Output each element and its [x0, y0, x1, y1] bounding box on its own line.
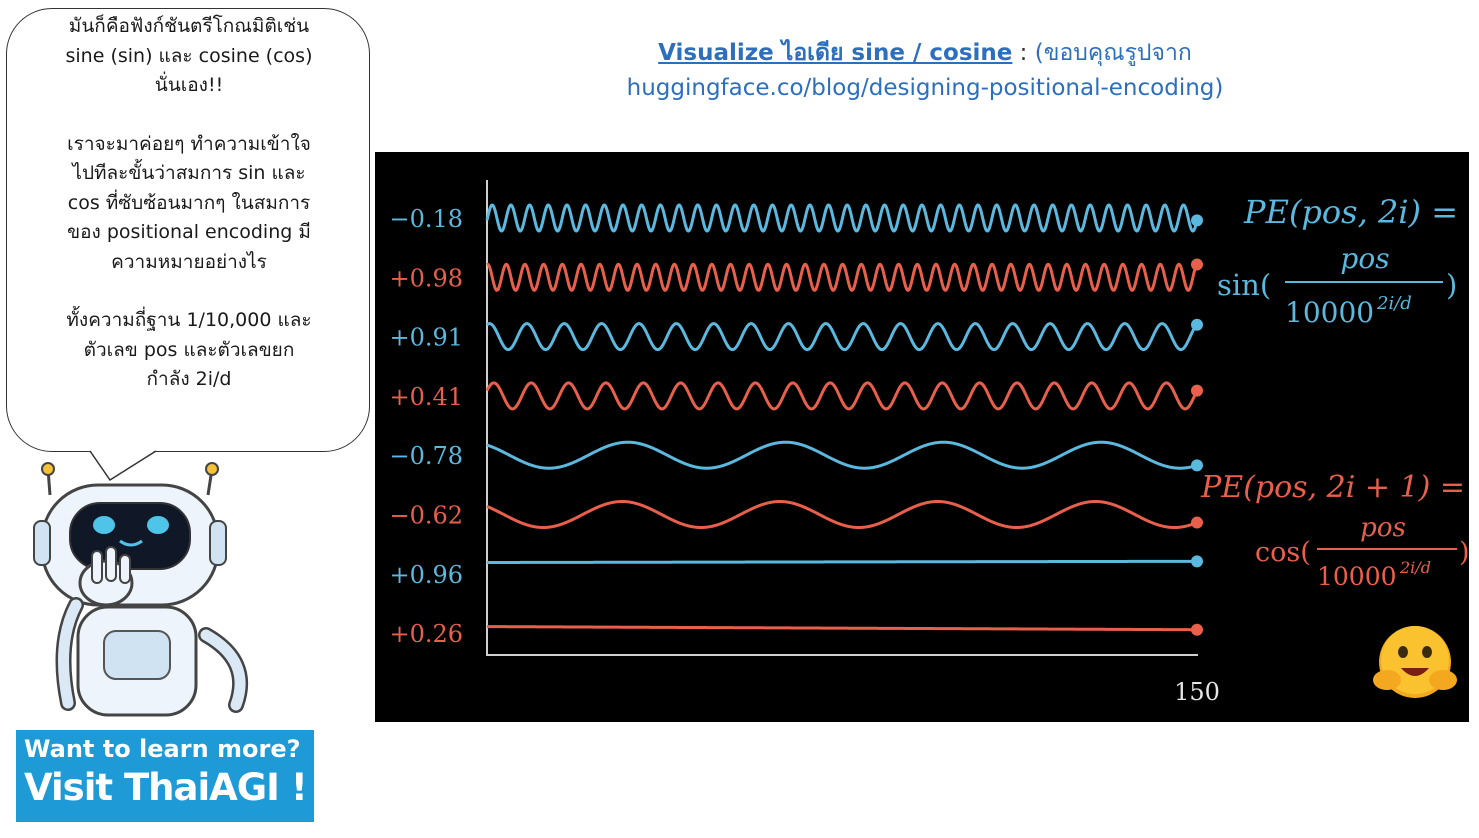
bubble-line: กำลัง 2i/d [146, 368, 232, 390]
robot-mascot [33, 462, 249, 717]
series-layer: −0.18 +0.98 +0.91 +0.41 −0.78 −0.62 +0.96 +0.26 [389, 203, 1203, 648]
series-end-dot [1191, 459, 1203, 472]
bubble-paragraph: มันก็คือฟังก์ชันตรีโกณมิติเช่น sine (sin)… [22, 12, 356, 101]
cos-formula-lhs: PE(pos, 2i + 1) = [1200, 470, 1465, 505]
bubble-text: มันก็คือฟังก์ชันตรีโกณมิติเช่น sine (sin)… [22, 12, 356, 424]
bubble-line: ตัวเลข pos และตัวเลขยก [83, 338, 295, 361]
sin-numerator: pos [1340, 242, 1389, 275]
series-end-dot [1191, 258, 1203, 271]
series-label: −0.62 [389, 502, 463, 530]
series-curve [487, 559, 1197, 564]
series-label: +0.26 [389, 620, 463, 648]
bubble-paragraph: ทั้งความถี่ฐาน 1/10,000 และตัวเลข pos แล… [22, 306, 356, 395]
series-label: +0.96 [389, 561, 463, 589]
series-label: +0.91 [389, 324, 463, 352]
cos-numerator: pos [1360, 513, 1406, 543]
sin-close-paren: ) [1446, 268, 1457, 302]
series-curve [485, 203, 1199, 233]
caption-credit: (ขอบคุณรูปจาก [1034, 40, 1192, 66]
cos-formula: PE(pos, 2i + 1) = cos( pos 10000 2i/d ) [1200, 470, 1469, 591]
bubble-line: ความหมายอย่างไร [111, 250, 267, 273]
caption-line-2: huggingface.co/blog/designing-positional… [626, 75, 1224, 101]
sin-denominator-exponent: 2i/d [1376, 293, 1412, 314]
bubble-line: มันก็คือฟังก์ชันตรีโกณมิติเช่น [68, 15, 310, 37]
series-curve [487, 625, 1197, 632]
waves-chart: −0.18 +0.98 +0.91 +0.41 −0.78 −0.62 +0.96 +0.26… [389, 180, 1469, 706]
bubble-line: ของ positional encoding มี [67, 221, 311, 243]
positional-encoding-figure: −0.18 +0.98 +0.91 +0.41 −0.78 −0.62 +0.96 +0.26… [375, 152, 1469, 722]
sin-formula: PE(pos, 2i) = sin( pos 10000 2i/d ) [1217, 193, 1458, 329]
series-label: −0.18 [389, 205, 463, 233]
series-curve [486, 322, 1199, 352]
series-end-dot [1191, 623, 1203, 636]
speech-bubble-tail [89, 450, 157, 482]
bubble-line: นั่นเอง!! [154, 74, 224, 96]
series-label: −0.78 [389, 442, 463, 470]
visualize-link[interactable]: Visualize ไอเดีย sine / cosine [658, 40, 1013, 66]
caption-colon: : [1012, 40, 1035, 66]
bubble-line: sine (sin) และ cosine (cos) [65, 44, 313, 67]
bubble-paragraph: เราจะมาค่อยๆ ทำความเข้าใจไปทีละขั้นว่าสม… [22, 130, 356, 278]
x-end-tick-label: 150 [1174, 678, 1220, 706]
thaiagi-cta-banner[interactable]: Want to learn more? Visit ThaiAGI ! [16, 730, 314, 822]
bubble-line: เราจะมาค่อยๆ ทำความเข้าใจ [67, 132, 311, 155]
series-label: +0.98 [389, 264, 463, 292]
series-curve [486, 440, 1198, 470]
cos-close-paren: ) [1459, 537, 1469, 568]
series-curve [485, 381, 1199, 411]
speech-bubble [6, 8, 370, 452]
series-end-dot [1191, 214, 1203, 227]
series-end-dot [1191, 384, 1203, 397]
figure-caption: Visualize ไอเดีย sine / cosine : (ขอบคุณ… [440, 36, 1410, 106]
sin-formula-lhs: PE(pos, 2i) = [1243, 193, 1458, 231]
hugging-face-logo [1373, 626, 1457, 698]
series-curve [486, 500, 1198, 529]
caption-line-1: Visualize ไอเดีย sine / cosine : (ขอบคุณ… [440, 36, 1410, 71]
series-curve [486, 262, 1199, 292]
series-end-dot [1191, 516, 1203, 529]
series-end-dot [1191, 318, 1203, 331]
bubble-line: cos ที่ซับซ้อนมากๆ ในสมการ [67, 191, 311, 214]
sin-denominator-base: 10000 [1285, 296, 1374, 329]
bubble-line: ไปทีละขั้นว่าสมการ sin และ [72, 162, 306, 184]
series-label: +0.41 [389, 383, 463, 411]
cos-fn: cos( [1255, 537, 1311, 568]
cos-denominator-exponent: 2i/d [1399, 558, 1431, 577]
cta-line-1: Want to learn more? [24, 735, 301, 763]
cos-denominator-base: 10000 [1317, 562, 1397, 591]
series-end-dot [1191, 555, 1203, 568]
sin-fn: sin( [1217, 268, 1271, 302]
cta-line-2: Visit ThaiAGI ! [24, 766, 308, 809]
bubble-line: ทั้งความถี่ฐาน 1/10,000 และ [66, 309, 312, 331]
